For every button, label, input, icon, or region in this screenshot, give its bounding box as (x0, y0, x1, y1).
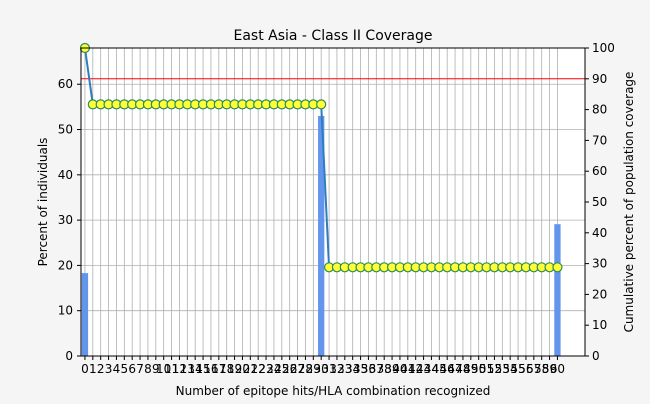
x-tick-label: 19 (227, 362, 242, 376)
x-tick-label: 48 (455, 362, 470, 376)
y2-tick-label: 0 (592, 349, 600, 363)
x-tick-label: 30 (314, 362, 329, 376)
y2-tick-label: 70 (592, 133, 607, 147)
y-tick-label: 50 (58, 123, 73, 137)
x-tick-label: 49 (463, 362, 478, 376)
data-point (552, 262, 563, 273)
x-tick-label: 37 (369, 362, 384, 376)
bar (554, 224, 561, 356)
bar (81, 273, 89, 356)
x-tick-label: 22 (251, 362, 266, 376)
y-tick-label: 30 (58, 213, 73, 227)
y-tick-label: 20 (58, 258, 73, 272)
x-tick-label: 27 (290, 362, 305, 376)
y2-tick-label: 60 (592, 164, 607, 178)
x-tick-label: 43 (416, 362, 431, 376)
y-tick-label: 0 (65, 349, 73, 363)
x-tick-label: 1 (89, 362, 97, 376)
x-tick-label: 50 (471, 362, 486, 376)
x-tick-label: 53 (495, 362, 510, 376)
x-tick-label: 24 (266, 362, 281, 376)
x-tick-label: 51 (479, 362, 494, 376)
data-point (316, 99, 327, 110)
x-tick-label: 35 (353, 362, 368, 376)
x-tick-label: 17 (211, 362, 226, 376)
x-tick-label: 4 (113, 362, 121, 376)
y2-tick-label: 40 (592, 226, 607, 240)
x-tick-label: 54 (503, 362, 518, 376)
x-tick-label: 8 (144, 362, 152, 376)
x-tick-label: 20 (235, 362, 250, 376)
x-tick-label: 13 (180, 362, 195, 376)
x-tick-label: 31 (321, 362, 336, 376)
y2-tick-label: 10 (592, 318, 607, 332)
x-tick-label: 7 (136, 362, 144, 376)
x-tick-label: 10 (156, 362, 171, 376)
x-tick-label: 34 (345, 362, 360, 376)
x-tick-label: 15 (195, 362, 210, 376)
x-tick-label: 36 (361, 362, 376, 376)
x-tick-label: 23 (258, 362, 273, 376)
x-tick-label: 5 (120, 362, 128, 376)
x-tick-label: 32 (329, 362, 344, 376)
y2-tick-label: 100 (592, 41, 615, 55)
x-tick-label: 52 (487, 362, 502, 376)
x-tick-label: 25 (274, 362, 289, 376)
left-axis: 0 10 20 30 40 50 60 (58, 77, 81, 363)
x-tick-label: 21 (243, 362, 258, 376)
x-tick-label: 42 (408, 362, 423, 376)
y-tick-label: 40 (58, 168, 73, 182)
y-axis-label: Percent of individuals (36, 138, 50, 267)
y2-tick-label: 20 (592, 287, 607, 301)
bar (318, 115, 325, 356)
x-tick-label: 6 (128, 362, 136, 376)
x-tick-label: 60 (550, 362, 565, 376)
y2-tick-label: 50 (592, 195, 607, 209)
bar-series (81, 115, 561, 356)
x-tick-label: 3 (105, 362, 113, 376)
x-tick-label: 40 (392, 362, 407, 376)
y-tick-label: 10 (58, 304, 73, 318)
plot-area (81, 48, 585, 356)
x-tick-label: 9 (152, 362, 160, 376)
x-tick-label: 41 (400, 362, 415, 376)
y2-tick-label: 80 (592, 103, 607, 117)
x-tick-label: 58 (534, 362, 549, 376)
x-tick-label: 59 (542, 362, 557, 376)
x-tick-label: 39 (384, 362, 399, 376)
chart-title: East Asia - Class II Coverage (233, 28, 432, 44)
x-tick-label: 57 (526, 362, 541, 376)
x-tick-label: 28 (298, 362, 313, 376)
x-tick-label: 38 (377, 362, 392, 376)
x-axis-label: Number of epitope hits/HLA combination r… (176, 384, 491, 398)
x-tick-label: 0 (81, 362, 89, 376)
x-tick-label: 11 (164, 362, 179, 376)
y2-tick-label: 30 (592, 257, 607, 271)
x-tick-label: 2 (97, 362, 105, 376)
x-tick-label: 18 (219, 362, 234, 376)
y2-axis-label: Cumulative percent of population coverag… (622, 72, 636, 333)
right-axis: 0 10 20 30 40 50 60 70 80 90 100 (585, 41, 615, 363)
x-tick-label: 29 (306, 362, 321, 376)
x-tick-label: 16 (203, 362, 218, 376)
x-tick-label: 47 (447, 362, 462, 376)
x-tick-label: 14 (188, 362, 203, 376)
y-tick-label: 60 (58, 77, 73, 91)
x-tick-label: 12 (172, 362, 187, 376)
x-tick-label: 46 (440, 362, 455, 376)
y2-tick-label: 90 (592, 72, 607, 86)
x-tick-label: 33 (337, 362, 352, 376)
x-tick-label: 44 (424, 362, 439, 376)
bottom-axis: 0 1 2 3 4 5 6 7 8 9101112131415161718192021222324… (81, 356, 565, 376)
x-tick-label: 55 (510, 362, 525, 376)
x-tick-label: 45 (432, 362, 447, 376)
x-tick-label: 56 (518, 362, 533, 376)
x-tick-label: 26 (282, 362, 297, 376)
coverage-markers (79, 42, 563, 273)
